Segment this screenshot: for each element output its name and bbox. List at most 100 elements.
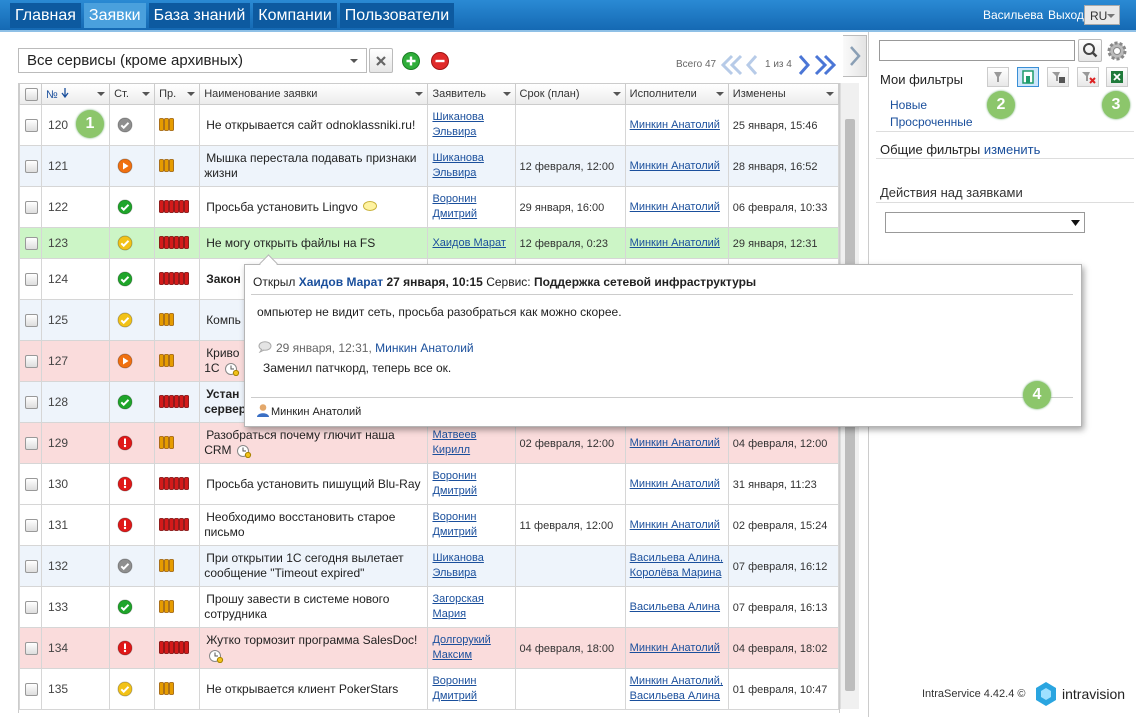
table-row[interactable]: 130 Просьба установить пишущий Blu-Ray Вор…	[19, 463, 839, 505]
request-name[interactable]: Не открывается клиент PokerStars	[206, 681, 399, 696]
collapse-button[interactable]	[843, 35, 867, 77]
request-name[interactable]: Просьба установить Lingvo	[206, 199, 358, 214]
request-name[interactable]: Устан сервер	[204, 387, 247, 416]
request-name[interactable]: Жутко тормозит программа SalesDoc!	[206, 633, 418, 648]
table-row[interactable]: 121 Мышка перестала подавать признаки жиз…	[19, 145, 839, 187]
executor[interactable]: Минкин Анатолий	[629, 159, 720, 172]
request-name[interactable]: Не могу открыть файлы на FS	[206, 235, 376, 250]
filter-icon[interactable]	[987, 67, 1009, 87]
request-name[interactable]: Закон	[206, 271, 241, 286]
remove-button[interactable]	[430, 51, 450, 71]
column-header[interactable]: Срок (план)	[514, 84, 626, 105]
table-row[interactable]: 122 Просьба установить Lingvo Воронин Дмит…	[19, 186, 839, 228]
executor[interactable]: Минкин Анатолий	[629, 200, 720, 213]
executor[interactable]: Минкин Анатолий,	[629, 675, 723, 687]
request-name[interactable]: Разобраться почему глючит наша CRM	[204, 428, 395, 457]
row-checkbox[interactable]	[25, 354, 38, 368]
logout[interactable]: Выход	[1048, 8, 1084, 22]
export-excel-icon[interactable]	[1106, 67, 1128, 87]
table-row[interactable]: 134 Жутко тормозит программа SalesDoc! Дол…	[19, 627, 839, 669]
user-name[interactable]: Васильева	[983, 8, 1044, 22]
next-page[interactable]	[798, 55, 811, 75]
applicant[interactable]: Матвеев Кирилл	[432, 429, 477, 456]
nav-tab[interactable]: Компании	[253, 3, 337, 28]
search-button[interactable]	[1078, 39, 1102, 62]
row-checkbox[interactable]	[25, 395, 38, 409]
executor[interactable]: Королёва Марина	[629, 567, 722, 579]
applicant[interactable]: Шиканова Эльвира	[432, 111, 484, 138]
request-name[interactable]: Просьба установить пишущий Blu-Ray	[206, 476, 421, 491]
row-checkbox[interactable]	[25, 200, 38, 214]
applicant[interactable]: Шиканова Эльвира	[432, 152, 484, 179]
executor[interactable]: Минкин Анатолий	[629, 118, 720, 131]
filter-save-icon[interactable]	[1017, 67, 1039, 87]
nav-tab[interactable]: Заявки	[83, 3, 146, 28]
row-checkbox[interactable]	[25, 559, 38, 573]
actions-select[interactable]	[885, 212, 1085, 233]
table-row[interactable]: 133 Прошу завести в системе нового сотруд…	[19, 586, 839, 628]
lang-select[interactable]: RU	[1084, 5, 1120, 25]
row-checkbox[interactable]	[25, 236, 38, 250]
comment-author[interactable]: Минкин Анатолий	[375, 341, 474, 355]
applicant[interactable]: Воронин Дмитрий	[432, 511, 478, 538]
nav-tab[interactable]: Пользователи	[339, 3, 455, 28]
applicant[interactable]: Шиканова Эльвира	[432, 552, 484, 579]
applicant[interactable]: Воронин Дмитрий	[432, 193, 478, 220]
filter-delete-icon[interactable]	[1077, 67, 1099, 87]
table-row[interactable]: 131 Необходимо восстановить старое письмо…	[19, 504, 839, 546]
request-name[interactable]: Не открывается сайт odnoklassniki.ru!	[206, 117, 416, 132]
executor[interactable]: Минкин Анатолий	[629, 436, 720, 449]
filter-link[interactable]: Новые	[890, 98, 928, 112]
column-header[interactable]: №	[41, 84, 111, 105]
request-name[interactable]: Компь	[206, 312, 241, 327]
table-row[interactable]: 120 Не открывается сайт odnoklassniki.ru!…	[19, 104, 839, 146]
row-checkbox[interactable]	[25, 682, 38, 696]
executor[interactable]: Минкин Анатолий	[629, 641, 720, 654]
executor[interactable]: Минкин Анатолий	[629, 518, 720, 531]
column-header[interactable]: Изменены	[727, 84, 839, 105]
row-checkbox[interactable]	[25, 600, 38, 614]
row-checkbox[interactable]	[25, 159, 38, 173]
applicant[interactable]: Воронин Дмитрий	[432, 675, 478, 702]
column-header[interactable]: Наименование заявки	[199, 84, 429, 105]
nav-tab[interactable]: Главная	[10, 3, 81, 28]
row-checkbox[interactable]	[25, 477, 38, 491]
row-checkbox[interactable]	[25, 313, 38, 327]
table-row[interactable]: 132 При открытии 1С сегодня вылетает сооб…	[19, 545, 839, 587]
filter-link[interactable]: Просроченные	[890, 115, 973, 129]
select-all[interactable]	[25, 87, 38, 101]
search-input[interactable]	[879, 40, 1075, 61]
executor[interactable]: Минкин Анатолий	[629, 477, 720, 490]
table-row[interactable]: 135 Не открывается клиент PokerStars Ворон…	[19, 668, 839, 710]
executor[interactable]: Минкин Анатолий	[629, 236, 720, 249]
request-name[interactable]: Прошу завести в системе нового сотрудник…	[204, 592, 390, 621]
executor[interactable]: Васильева Алина	[629, 600, 721, 613]
applicant[interactable]: Хаидов Марат	[432, 236, 506, 249]
nav-tab[interactable]: База знаний	[148, 3, 251, 28]
author[interactable]: Хаидов Марат	[298, 275, 384, 289]
column-header[interactable]: Пр.	[154, 84, 201, 105]
settings-button[interactable]	[1106, 40, 1128, 62]
request-name[interactable]: Мышка перестала подавать признаки жизни	[204, 151, 417, 180]
prev-page[interactable]	[745, 55, 758, 75]
change-link[interactable]: изменить	[983, 142, 1041, 157]
executor[interactable]: Васильева Алина,	[629, 552, 724, 564]
executor[interactable]: Васильева Алина	[629, 690, 721, 702]
first-page[interactable]	[720, 54, 743, 76]
row-checkbox[interactable]	[25, 518, 38, 532]
applicant[interactable]: Загорская Мария	[432, 593, 484, 620]
table-row[interactable]: 129 Разобраться почему глючит наша CRM Мат…	[19, 422, 839, 464]
column-header[interactable]: Исполнители	[624, 84, 729, 105]
row-checkbox[interactable]	[25, 118, 38, 132]
request-name[interactable]: Криво 1С	[204, 346, 240, 375]
column-header[interactable]: Заявитель	[427, 84, 516, 105]
applicant[interactable]: Воронин Дмитрий	[432, 470, 478, 497]
clear-button[interactable]	[369, 48, 393, 73]
request-name[interactable]: При открытии 1С сегодня вылетает сообщен…	[204, 551, 404, 580]
request-name[interactable]: Необходимо восстановить старое письмо	[204, 510, 396, 539]
row-checkbox[interactable]	[25, 436, 38, 450]
table-row[interactable]: 123 Не могу открыть файлы на FS Хаидов Мар…	[19, 227, 839, 259]
column-header[interactable]: Ст.	[109, 84, 156, 105]
applicant[interactable]: Долгорукий Максим	[432, 634, 491, 661]
add-button[interactable]	[401, 51, 421, 71]
